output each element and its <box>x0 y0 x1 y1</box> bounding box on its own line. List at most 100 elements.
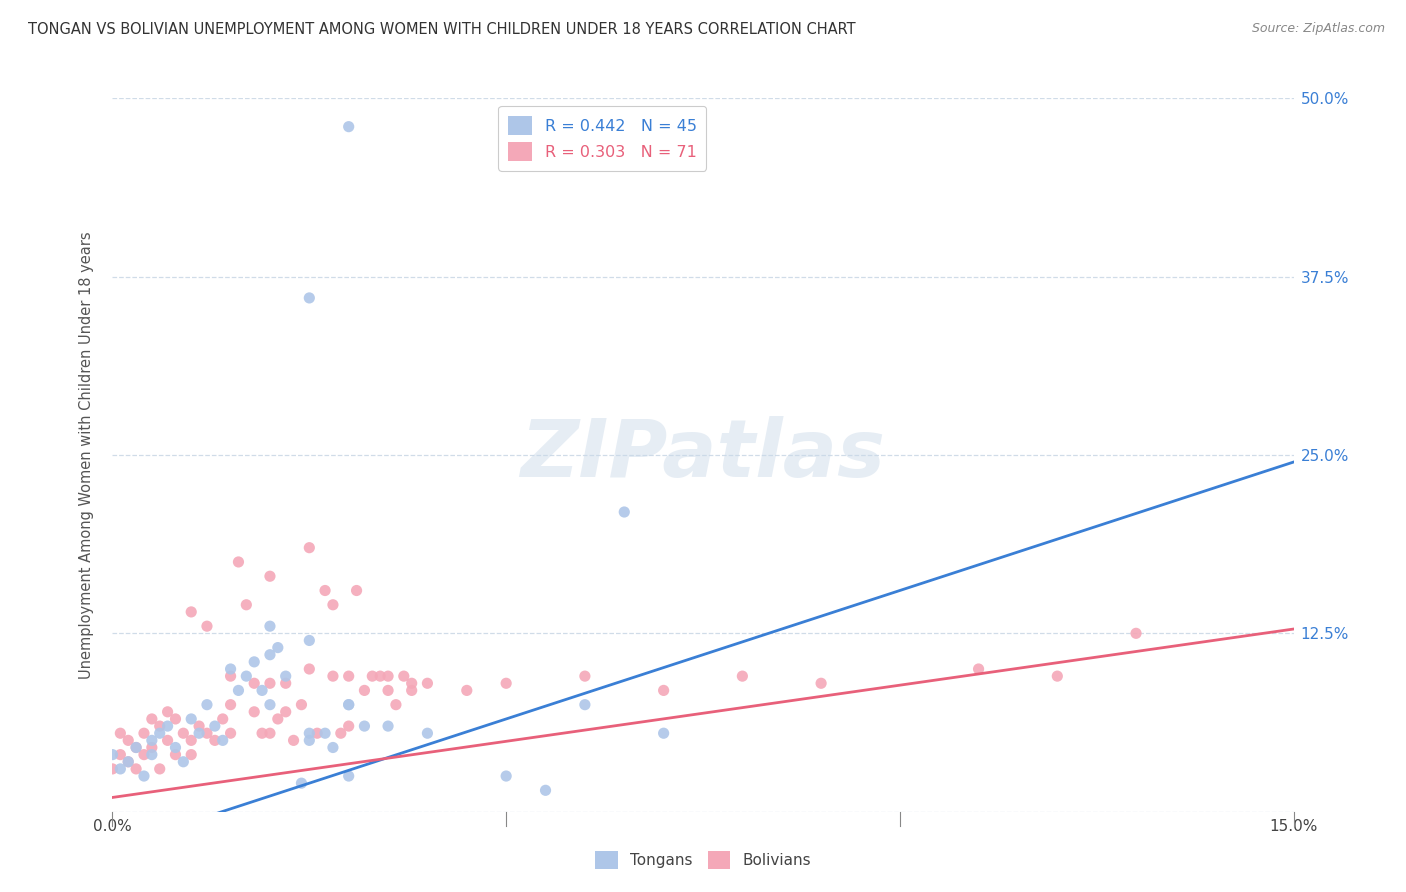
Point <box>298 633 321 648</box>
Point <box>195 698 218 712</box>
Point <box>337 698 360 712</box>
Point <box>574 669 596 683</box>
Point <box>652 726 675 740</box>
Point <box>574 698 596 712</box>
Point <box>141 747 163 762</box>
Point <box>228 555 250 569</box>
Legend: Tongans, Bolivians: Tongans, Bolivians <box>589 845 817 875</box>
Point <box>172 755 194 769</box>
Point <box>267 712 290 726</box>
Point <box>180 733 202 747</box>
Point <box>243 705 266 719</box>
Point <box>1125 626 1147 640</box>
Text: Source: ZipAtlas.com: Source: ZipAtlas.com <box>1251 22 1385 36</box>
Point <box>290 776 312 790</box>
Point <box>219 662 242 676</box>
Point <box>165 740 187 755</box>
Point <box>219 669 242 683</box>
Point <box>195 726 218 740</box>
Point <box>377 683 399 698</box>
Point <box>267 640 290 655</box>
Point <box>211 733 233 747</box>
Point <box>117 755 139 769</box>
Point <box>165 712 187 726</box>
Point <box>731 669 754 683</box>
Point <box>368 669 391 683</box>
Point <box>188 726 211 740</box>
Point <box>967 662 990 676</box>
Point <box>337 698 360 712</box>
Point <box>377 719 399 733</box>
Point <box>259 569 281 583</box>
Point <box>298 733 321 747</box>
Point <box>141 712 163 726</box>
Point <box>195 619 218 633</box>
Point <box>337 120 360 134</box>
Point <box>298 726 321 740</box>
Point <box>353 683 375 698</box>
Point <box>298 662 321 676</box>
Point <box>353 719 375 733</box>
Point <box>132 747 155 762</box>
Point <box>188 719 211 733</box>
Point <box>337 769 360 783</box>
Point <box>117 733 139 747</box>
Point <box>165 747 187 762</box>
Point <box>180 747 202 762</box>
Point <box>180 605 202 619</box>
Point <box>125 740 148 755</box>
Point <box>219 726 242 740</box>
Point <box>259 648 281 662</box>
Point <box>110 762 132 776</box>
Point <box>534 783 557 797</box>
Point <box>125 740 148 755</box>
Point <box>259 676 281 690</box>
Text: ZIPatlas: ZIPatlas <box>520 416 886 494</box>
Point <box>401 676 423 690</box>
Text: TONGAN VS BOLIVIAN UNEMPLOYMENT AMONG WOMEN WITH CHILDREN UNDER 18 YEARS CORRELA: TONGAN VS BOLIVIAN UNEMPLOYMENT AMONG WO… <box>28 22 856 37</box>
Point <box>652 683 675 698</box>
Point <box>385 698 408 712</box>
Point <box>392 669 415 683</box>
Point <box>377 669 399 683</box>
Point <box>322 669 344 683</box>
Point <box>149 719 172 733</box>
Point <box>211 712 233 726</box>
Point <box>228 683 250 698</box>
Point <box>125 762 148 776</box>
Point <box>132 726 155 740</box>
Point <box>156 705 179 719</box>
Point <box>283 733 305 747</box>
Point <box>259 726 281 740</box>
Point <box>416 726 439 740</box>
Point <box>495 769 517 783</box>
Point <box>250 726 273 740</box>
Point <box>810 676 832 690</box>
Point <box>110 726 132 740</box>
Point <box>101 762 124 776</box>
Point <box>416 676 439 690</box>
Y-axis label: Unemployment Among Women with Children Under 18 years: Unemployment Among Women with Children U… <box>79 231 94 679</box>
Point <box>337 719 360 733</box>
Point <box>1046 669 1069 683</box>
Point <box>456 683 478 698</box>
Point <box>329 726 352 740</box>
Point <box>307 726 329 740</box>
Point <box>361 669 384 683</box>
Point <box>274 705 297 719</box>
Point <box>156 719 179 733</box>
Point <box>259 619 281 633</box>
Point <box>204 733 226 747</box>
Point <box>322 740 344 755</box>
Point <box>337 669 360 683</box>
Point <box>172 726 194 740</box>
Point <box>219 698 242 712</box>
Point <box>259 698 281 712</box>
Point <box>156 733 179 747</box>
Point <box>495 676 517 690</box>
Point <box>290 698 312 712</box>
Point <box>314 726 336 740</box>
Point <box>132 769 155 783</box>
Point <box>110 747 132 762</box>
Point <box>235 669 257 683</box>
